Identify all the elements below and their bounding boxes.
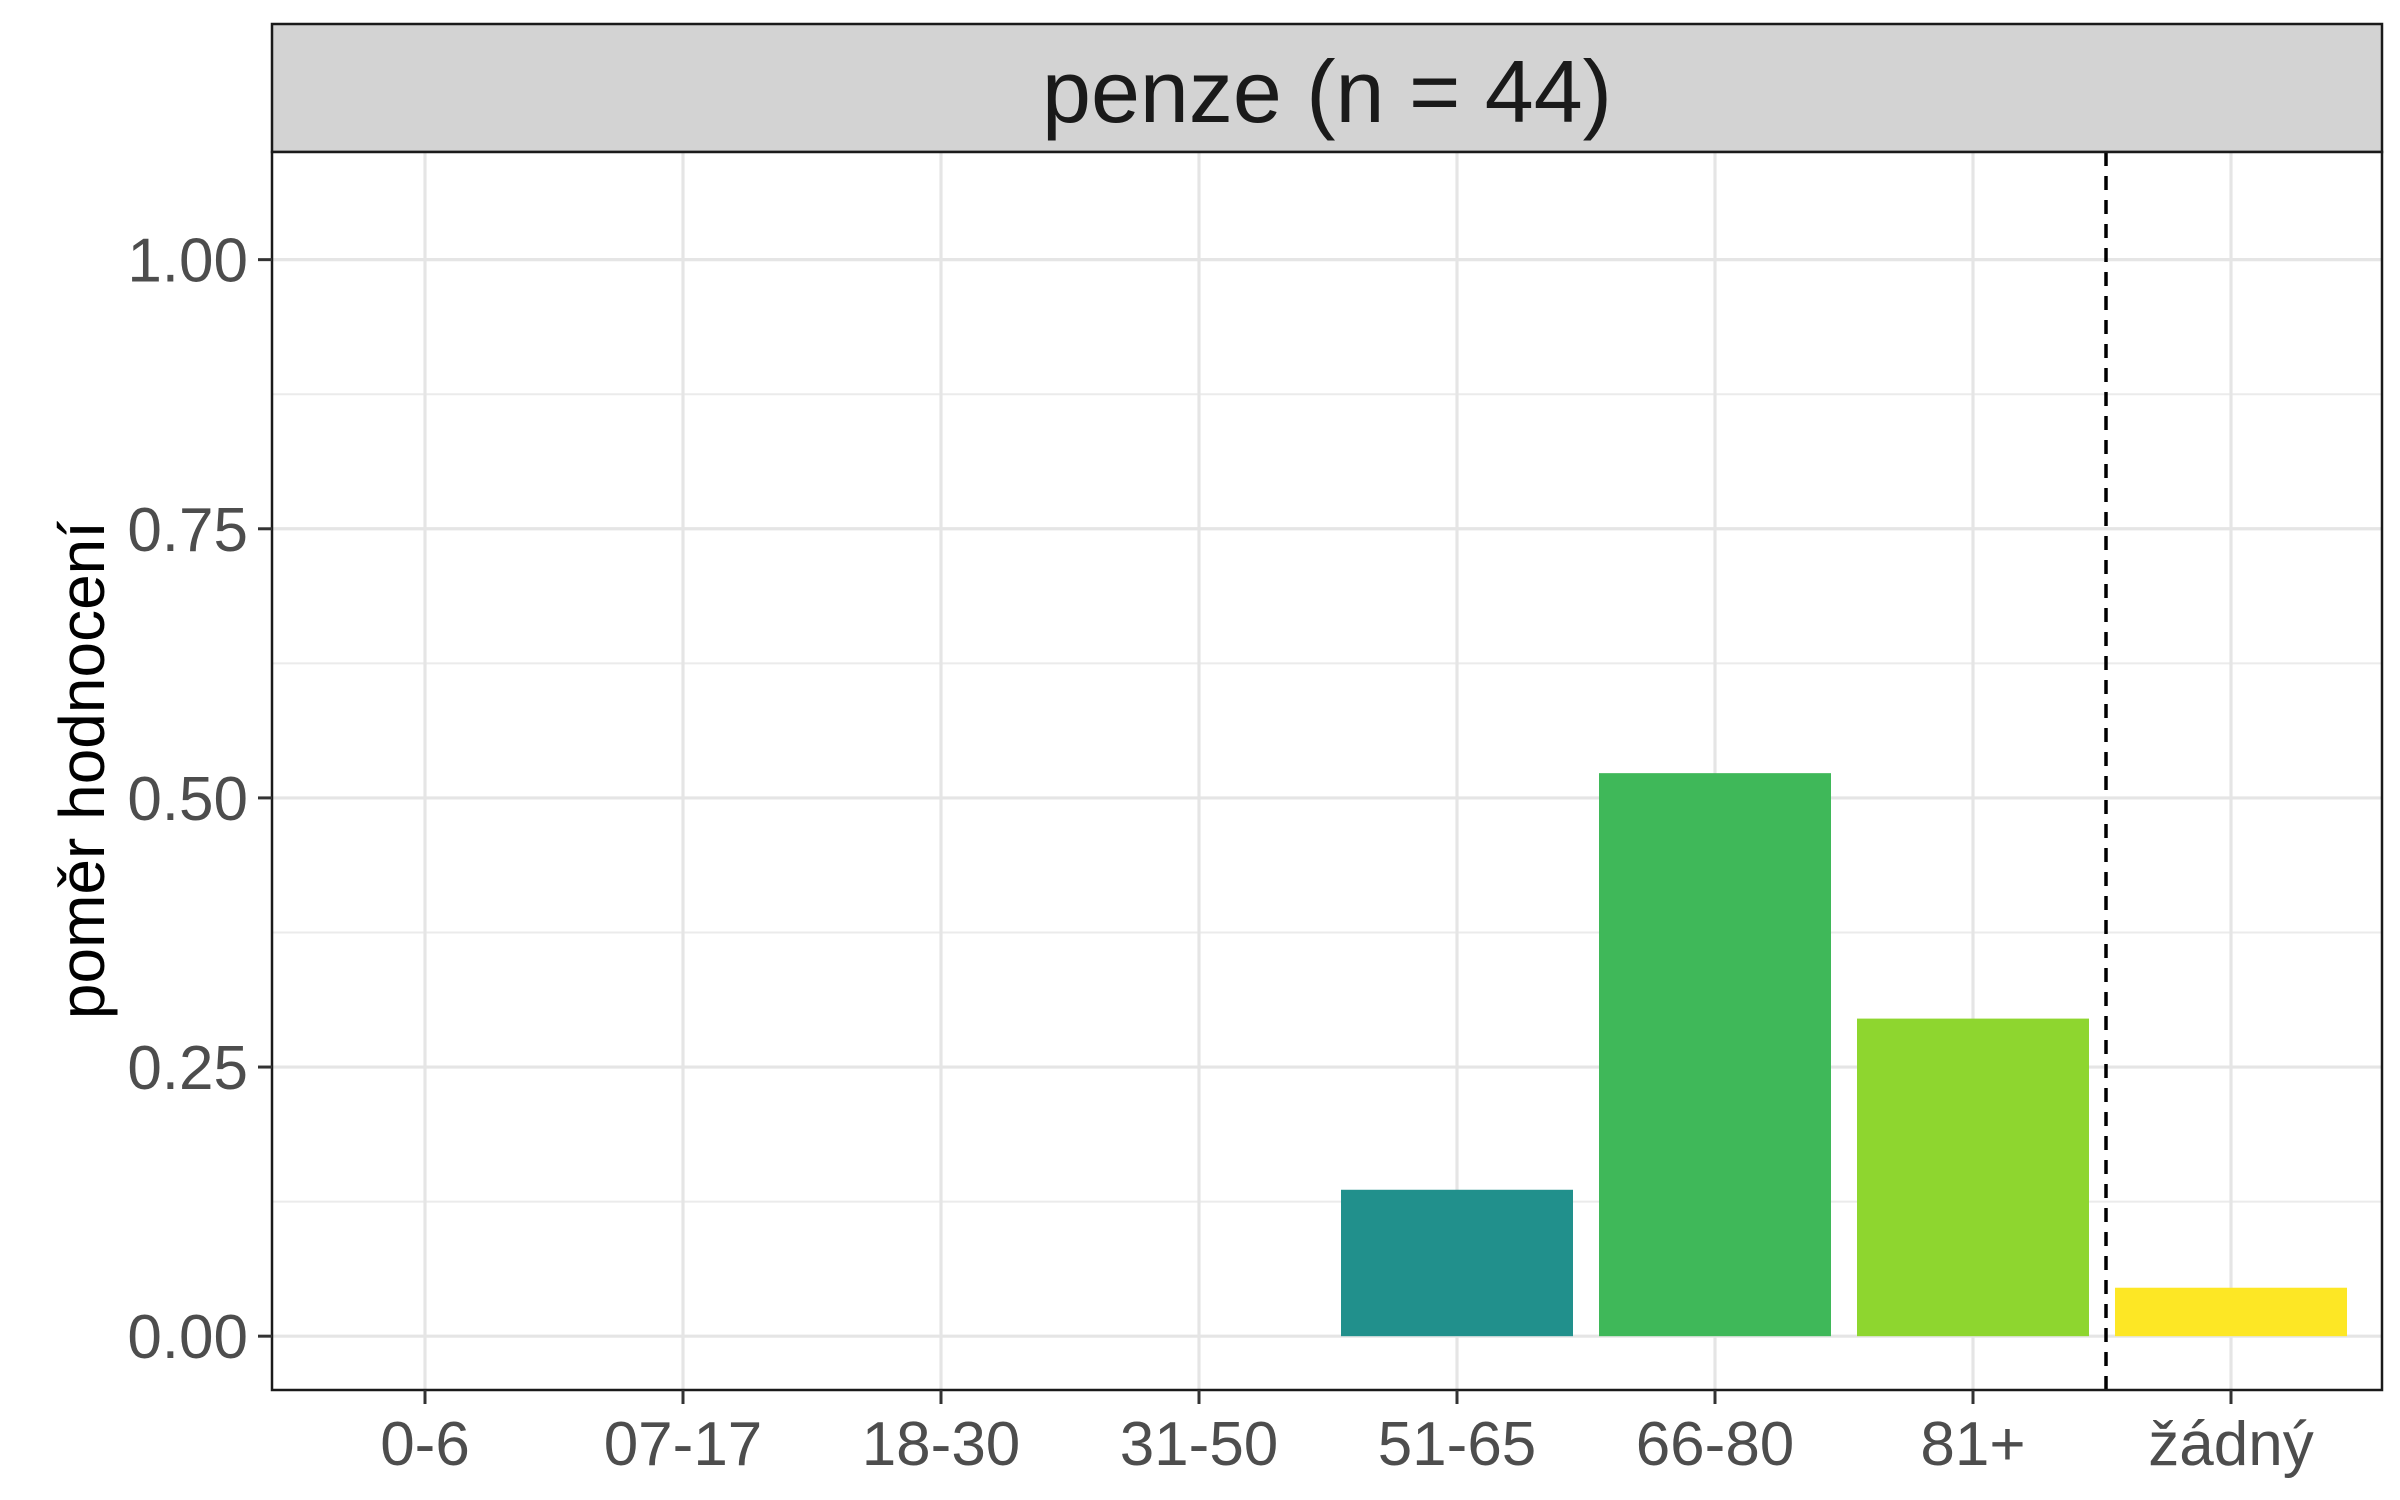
x-tick-label: 81+: [1920, 1410, 2025, 1479]
y-tick-label: 1.00: [127, 227, 248, 296]
y-tick-label: 0.75: [127, 496, 248, 565]
facet-strip: [270, 22, 2384, 154]
bar-žádný: [2115, 1287, 2347, 1337]
x-tick-label: 66-80: [1636, 1410, 1795, 1479]
x-tick-label: 07-17: [604, 1410, 763, 1479]
y-tick-label: 0.00: [127, 1303, 248, 1372]
x-tick-label: 31-50: [1120, 1410, 1279, 1479]
x-tick-label: žádný: [2148, 1410, 2313, 1479]
bar-81+: [1857, 1018, 2089, 1337]
x-tick-label: 0-6: [380, 1410, 470, 1479]
bar-66-80: [1599, 773, 1831, 1337]
axes: 0.00 0.25 0.50 0.75 1.00 0-6 07-17 18-30 31-50 51…: [127, 227, 2313, 1479]
bar-51-65: [1341, 1189, 1573, 1337]
facet-strip-label: penze (n = 44): [1042, 42, 1612, 141]
y-axis-title: poměr hodnocení: [46, 521, 118, 1019]
plot-panel-border: [270, 150, 2384, 1392]
x-tick-label: 51-65: [1378, 1410, 1537, 1479]
bars: [1341, 773, 2347, 1337]
x-tick-label: 18-30: [862, 1410, 1021, 1479]
y-tick-label: 0.25: [127, 1034, 248, 1103]
grid-lines: [272, 152, 2382, 1390]
y-tick-label: 0.50: [127, 765, 248, 834]
